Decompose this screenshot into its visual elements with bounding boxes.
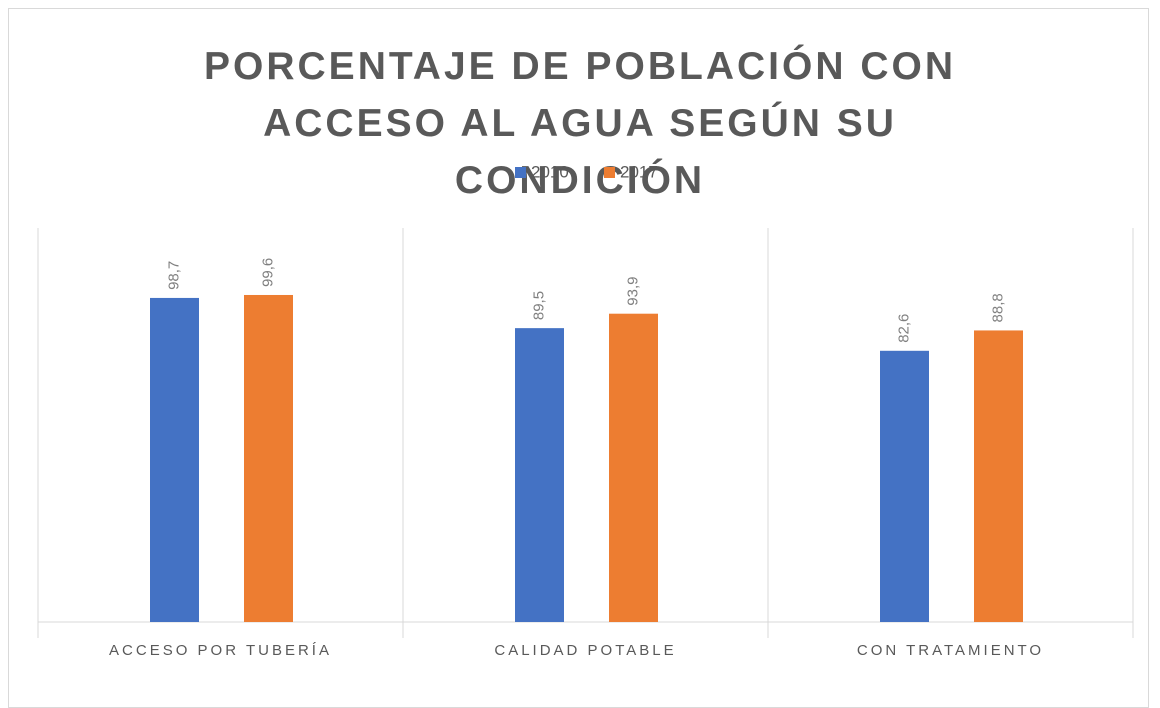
legend-label: 2017 bbox=[620, 162, 658, 181]
legend-label: 2010 bbox=[531, 162, 569, 181]
legend-swatch bbox=[604, 167, 615, 178]
data-label: 82,6 bbox=[895, 314, 912, 343]
data-label: 93,9 bbox=[624, 276, 641, 305]
x-tick-label: CALIDAD POTABLE bbox=[494, 642, 676, 659]
bar bbox=[974, 330, 1023, 622]
x-tick-label: ACCESO POR TUBERÍA bbox=[109, 642, 332, 659]
data-label: 98,7 bbox=[165, 261, 182, 290]
data-label: 88,8 bbox=[989, 293, 1006, 322]
bar bbox=[880, 350, 929, 622]
data-label: 89,5 bbox=[530, 291, 547, 320]
chart: 2010 2017 ACCESO POR TUBERÍA 98,7 99,6 CALIDA… bbox=[37, 162, 1134, 659]
data-label: 99,6 bbox=[259, 258, 276, 287]
bar bbox=[515, 328, 564, 622]
bar bbox=[244, 294, 293, 622]
bar bbox=[609, 313, 658, 622]
bar bbox=[150, 297, 199, 622]
legend-swatch bbox=[515, 167, 526, 178]
x-tick-label: CON TRATAMIENTO bbox=[857, 642, 1044, 659]
chart-title-box: PORCENTAJE DE POBLACIÓN CON ACCESO AL AG… bbox=[0, 38, 1160, 209]
page: PORCENTAJE DE POBLACIÓN CON ACCESO AL AG… bbox=[0, 8, 1160, 708]
chart-title: PORCENTAJE DE POBLACIÓN CON ACCESO AL AG… bbox=[204, 45, 956, 202]
